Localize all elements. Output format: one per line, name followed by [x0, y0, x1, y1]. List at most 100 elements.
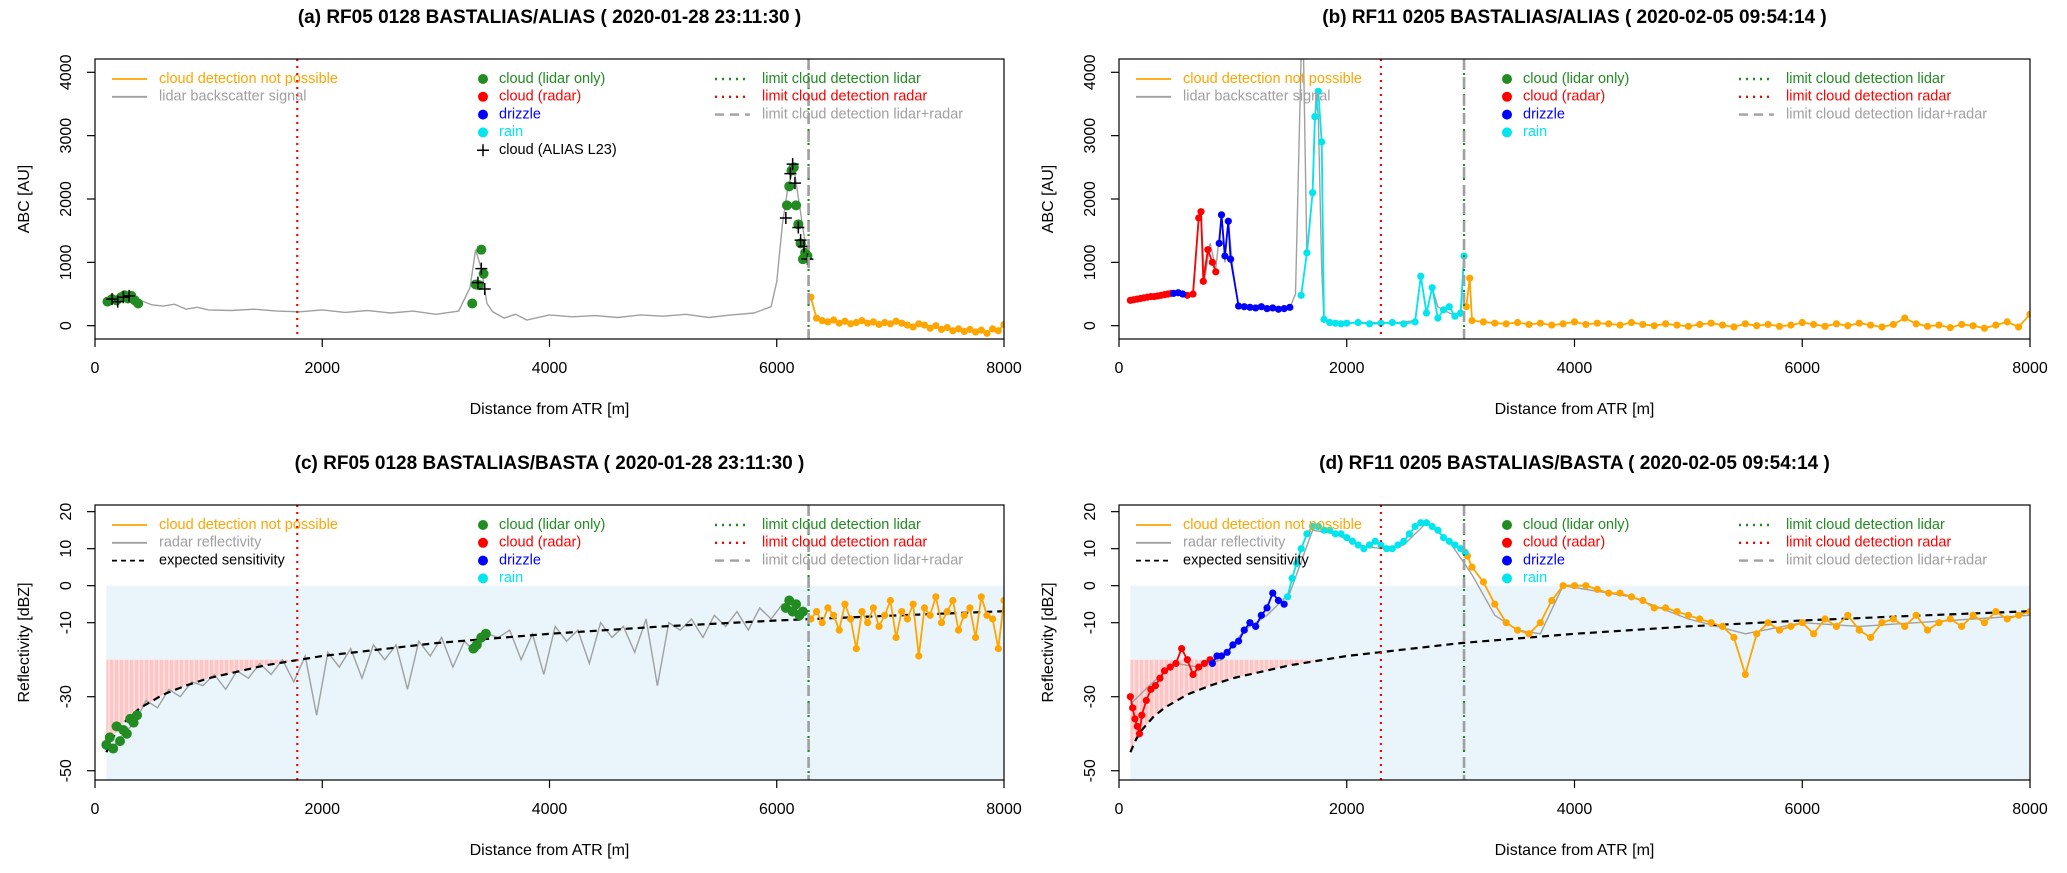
chart-title: (a) RF05 0128 BASTALIAS/ALIAS ( 2020-01-…: [298, 7, 801, 28]
data-point: [869, 318, 877, 326]
plot-area: [102, 59, 1004, 339]
data-point: [1525, 320, 1533, 329]
data-point: [1200, 659, 1209, 668]
data-point: [784, 167, 797, 180]
data-point: [920, 321, 929, 329]
legend-label: limit cloud detection lidar+radar: [1786, 552, 1987, 568]
data-point: [1923, 626, 1932, 634]
data-point: [1844, 322, 1852, 330]
data-point: [977, 593, 985, 601]
data-point: [1707, 619, 1715, 627]
data-point: [792, 221, 805, 234]
data-point: [989, 615, 997, 623]
legend-symbol: [1502, 537, 1512, 548]
data-point: [892, 633, 900, 642]
data-point: [1303, 249, 1311, 257]
data-point: [1172, 659, 1180, 668]
x-tick-label: 8000: [2012, 801, 2048, 818]
chart-title: (c) RF05 0128 BASTALIAS/BASTA ( 2020-01-…: [295, 453, 805, 474]
data-point: [1308, 522, 1317, 531]
legend-label: rain: [1523, 570, 1547, 586]
data-point: [994, 327, 1002, 335]
legend-symbol: [478, 74, 488, 84]
legend-symbol: [478, 537, 488, 548]
data-point: [1753, 630, 1761, 638]
y-tick-label: 4000: [58, 54, 75, 90]
sensitivity-band: [106, 659, 300, 753]
legend-label: cloud detection not possible: [1183, 517, 1362, 533]
data-point: [1434, 526, 1442, 534]
y-tick-label: 1000: [1082, 244, 1099, 280]
data-point: [1479, 578, 1487, 586]
data-point: [1439, 533, 1448, 542]
x-tick-label: 6000: [1784, 801, 1820, 818]
data-point: [1360, 545, 1368, 553]
data-point: [1343, 319, 1351, 327]
plot-frame: [94, 504, 1005, 781]
data-point: [1320, 526, 1328, 534]
data-point: [1337, 530, 1345, 538]
data-point: [926, 324, 934, 332]
data-point: [1650, 604, 1658, 612]
data-point: [1439, 306, 1448, 314]
y-tick-label: 0: [58, 321, 75, 330]
y-axis-label: ABC [AU]: [1040, 165, 1057, 233]
data-point: [1730, 633, 1738, 642]
data-point: [1365, 541, 1374, 549]
legend-label: cloud (radar): [1523, 89, 1605, 105]
legend-label: drizzle: [499, 106, 541, 122]
x-tick-label: 0: [1115, 360, 1124, 377]
data-point: [1821, 322, 1829, 330]
data-point: [875, 320, 883, 329]
data-point: [1923, 322, 1932, 330]
legend-label: cloud (lidar only): [1523, 517, 1629, 533]
y-axis-label: Reflectivity [dBZ]: [1040, 582, 1057, 702]
legend-symbol: [1502, 520, 1512, 530]
data-point: [1320, 315, 1328, 323]
legend-label: cloud detection not possible: [159, 71, 338, 87]
legend-label: cloud (radar): [499, 535, 581, 551]
y-axis-label: Reflectivity [dBZ]: [16, 582, 33, 702]
chart-title: (b) RF11 0205 BASTALIAS/ALIAS ( 2020-02-…: [1322, 7, 1826, 28]
data-point: [1326, 526, 1334, 534]
legend-label: limit cloud detection radar: [1786, 89, 1951, 105]
data-point: [1605, 320, 1613, 328]
plot-area: [101, 505, 1004, 780]
data-point: [1536, 319, 1544, 327]
data-point: [1252, 304, 1260, 312]
data-point: [1639, 596, 1647, 605]
data-point: [1468, 563, 1476, 571]
legend-label: radar reflectivity: [1183, 535, 1286, 551]
data-point: [881, 611, 889, 619]
data-point: [1269, 304, 1277, 312]
data-point: [1466, 274, 1474, 282]
data-point: [1502, 320, 1510, 328]
panel: (a) RF05 0128 BASTALIAS/ALIAS ( 2020-01-…: [16, 7, 1022, 418]
data-point: [1445, 537, 1453, 545]
data-point: [812, 607, 821, 616]
panel: (d) RF11 0205 BASTALIAS/BASTA ( 2020-02-…: [1040, 453, 2048, 859]
data-point: [847, 615, 855, 623]
data-point: [1832, 622, 1841, 630]
legend-symbol: [478, 520, 488, 530]
data-point: [1935, 619, 1943, 627]
y-tick-label: -30: [58, 685, 75, 708]
x-tick-label: 4000: [532, 360, 568, 377]
data-point: [989, 325, 997, 333]
legend-symbol: [1502, 109, 1512, 120]
detection-band: [1130, 585, 2030, 780]
data-point: [106, 293, 119, 306]
data-point: [1787, 622, 1795, 630]
data-point: [478, 282, 491, 295]
data-point: [2015, 611, 2023, 619]
legend-label: drizzle: [1523, 552, 1565, 568]
data-point: [966, 604, 974, 612]
data-point: [781, 200, 792, 211]
data-point: [1912, 611, 1920, 619]
data-point: [1129, 704, 1137, 712]
data-point: [1303, 530, 1311, 538]
data-point: [829, 611, 838, 619]
data-point: [1741, 670, 1749, 679]
legend-label: lidar backscatter signal: [159, 89, 307, 105]
data-point: [791, 200, 802, 211]
